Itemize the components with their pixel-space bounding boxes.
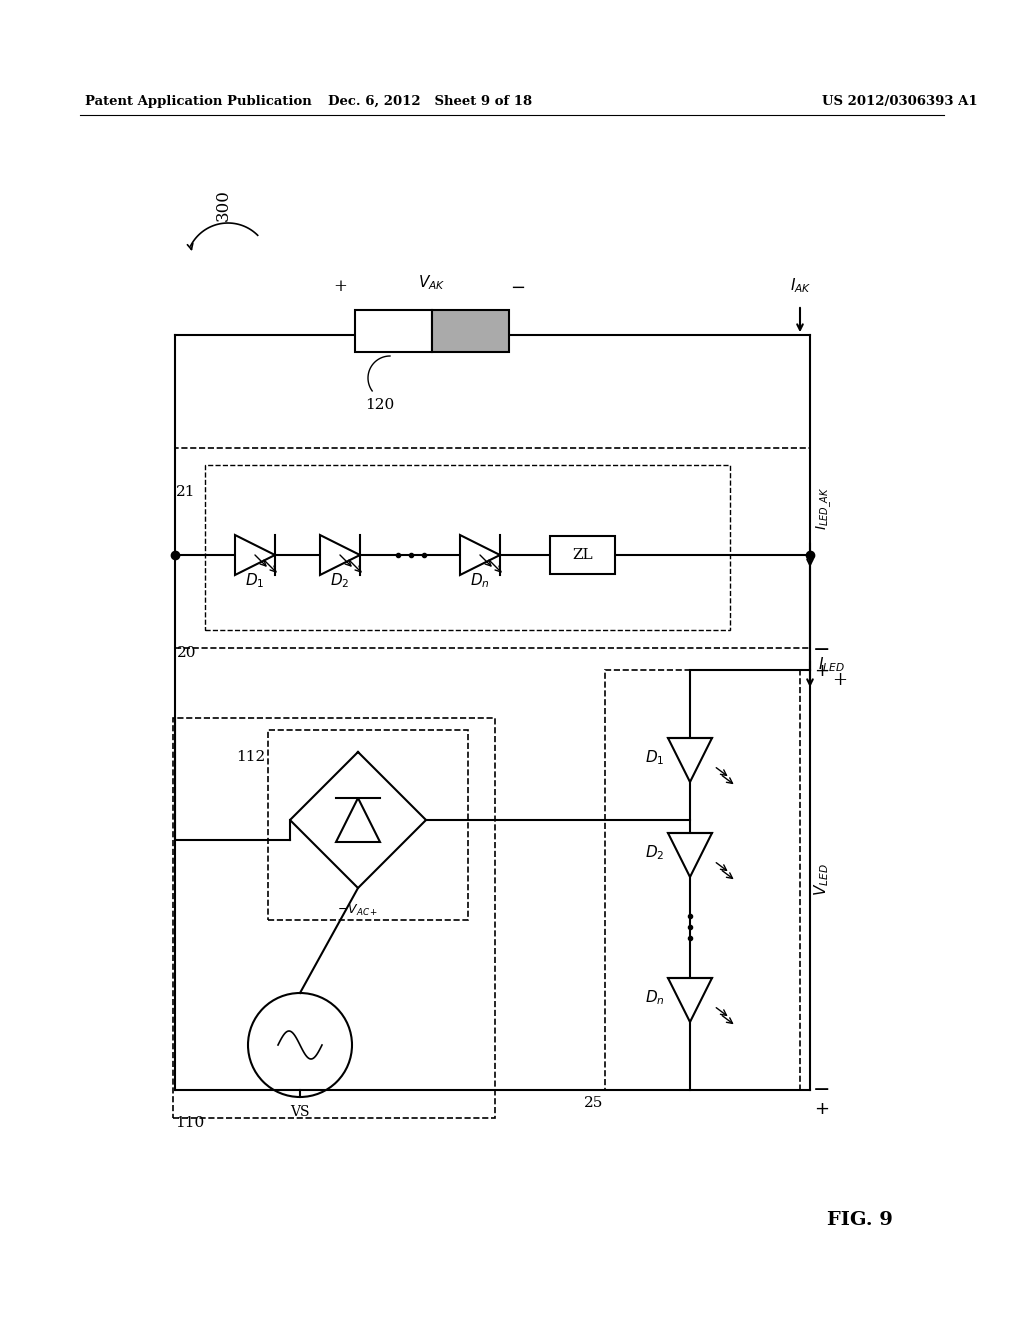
Bar [550,536,615,574]
Text: −: − [813,1080,830,1100]
Text: FIG. 9: FIG. 9 [827,1210,893,1229]
Polygon shape [668,978,712,1022]
Bar [205,465,730,630]
Polygon shape [234,535,275,576]
Text: +: + [814,663,829,680]
Text: −: − [813,640,830,660]
Text: $D_1$: $D_1$ [246,572,265,590]
Text: $D_n$: $D_n$ [470,572,489,590]
Text: $I_{LED}$: $I_{LED}$ [818,656,845,675]
Text: −: − [510,279,525,297]
Bar [175,447,810,648]
Polygon shape [319,535,360,576]
Text: $I_{LED\_AK}$: $I_{LED\_AK}$ [815,486,835,529]
Bar [173,718,495,1118]
Text: VS: VS [290,1105,309,1119]
Text: 21: 21 [175,484,195,499]
Polygon shape [668,833,712,876]
Text: ZL: ZL [572,548,593,562]
Text: Patent Application Publication: Patent Application Publication [85,95,311,108]
Text: 120: 120 [365,399,394,412]
Text: $V_{LED}$: $V_{LED}$ [813,863,831,896]
Text: 20: 20 [177,645,197,660]
Bar [605,671,800,1090]
Text: $I_{AK}$: $I_{AK}$ [790,276,811,294]
Text: 110: 110 [175,1115,204,1130]
Text: +: + [833,671,848,689]
Text: Dec. 6, 2012   Sheet 9 of 18: Dec. 6, 2012 Sheet 9 of 18 [328,95,532,108]
Bar [432,310,509,352]
Text: $-V_{AC+}$: $-V_{AC+}$ [337,903,379,919]
Bar [355,310,432,352]
Text: $D_n$: $D_n$ [645,987,665,1007]
Text: US 2012/0306393 A1: US 2012/0306393 A1 [822,95,978,108]
Text: $D_2$: $D_2$ [331,572,350,590]
Polygon shape [336,799,380,842]
Text: $D_1$: $D_1$ [645,748,665,767]
Text: $V_{AK}$: $V_{AK}$ [418,273,445,292]
Text: $D_2$: $D_2$ [645,843,665,862]
Text: +: + [333,279,347,294]
Text: 112: 112 [236,750,265,764]
Text: +: + [814,1100,829,1118]
Bar [268,730,468,920]
Text: 25: 25 [584,1096,603,1110]
Polygon shape [460,535,500,576]
Polygon shape [668,738,712,781]
Text: 300: 300 [215,189,232,220]
